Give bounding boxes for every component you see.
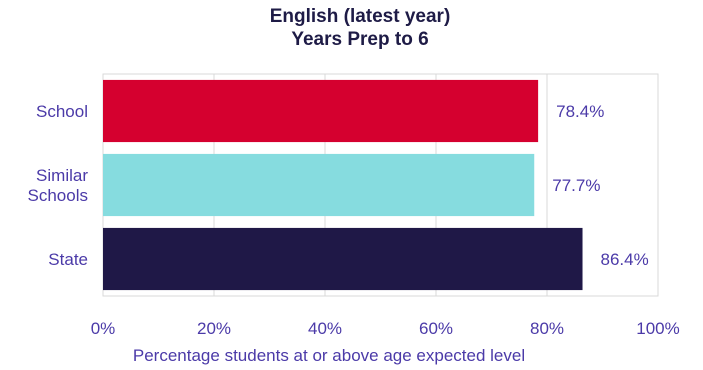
x-tick-label: 0% [91,319,116,338]
x-axis-title: Percentage students at or above age expe… [133,346,525,365]
value-label: 78.4% [556,102,604,121]
bars [103,79,583,291]
value-labels: 78.4% 77.7% 86.4% [552,102,648,269]
category-label: Schools [28,186,88,205]
x-tick-label: 60% [419,319,453,338]
bar [103,227,583,291]
chart-title-line: Years Prep to 6 [291,29,428,50]
chart-title: English (latest year)Years Prep to 6 [270,6,451,50]
bar [103,153,535,217]
value-label: 77.7% [552,176,600,195]
x-tick-label: 40% [308,319,342,338]
x-tick-label: 20% [197,319,231,338]
bar [103,79,539,143]
x-axis-ticks: 0% 20% 40% 60% 80% 100% [91,319,680,338]
category-label: State [48,250,88,269]
category-label: Similar [36,166,88,185]
chart-title-line: English (latest year) [270,6,451,27]
x-tick-label: 100% [636,319,679,338]
x-tick-label: 80% [530,319,564,338]
category-label: School [36,102,88,121]
value-label: 86.4% [601,250,649,269]
